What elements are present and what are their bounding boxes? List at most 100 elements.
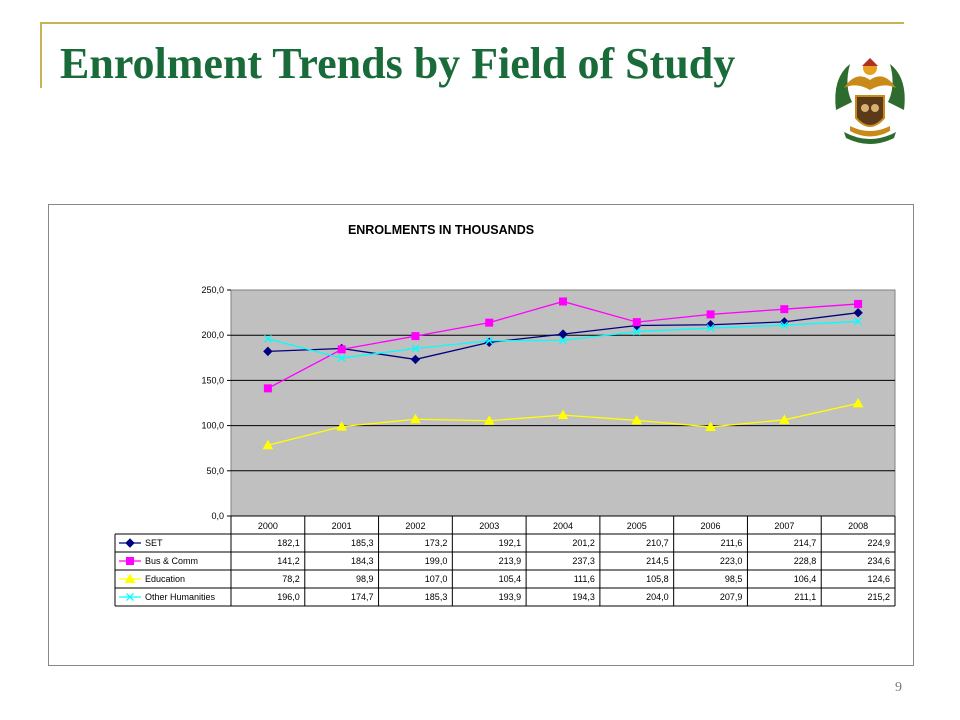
data-label: 224,9 [867, 538, 890, 548]
data-label: 213,9 [499, 556, 522, 566]
data-point [263, 346, 273, 357]
data-label: 237,3 [572, 556, 595, 566]
series-education [262, 397, 864, 450]
x-tick-label: 2001 [332, 521, 352, 531]
data-label: 141,2 [277, 556, 300, 566]
data-point [854, 317, 863, 326]
y-tick-label: 100,0 [201, 421, 224, 431]
x-tick-label: 2003 [479, 521, 499, 531]
data-point [410, 413, 421, 424]
data-label: 78,2 [282, 574, 300, 584]
data-label: 185,3 [425, 592, 448, 602]
title-border-top [40, 22, 904, 24]
data-label: 106,4 [794, 574, 817, 584]
data-label: 196,0 [277, 592, 300, 602]
data-point [483, 415, 495, 425]
data-label: 111,6 [574, 574, 595, 584]
series-lines [262, 297, 864, 450]
series-set [263, 307, 863, 365]
x-tick-label: 2005 [627, 521, 647, 531]
data-point [705, 421, 716, 431]
data-label: 184,3 [351, 556, 374, 566]
data-point [854, 299, 863, 308]
data-point [557, 409, 569, 420]
data-label: 173,2 [425, 538, 448, 548]
data-point [124, 573, 136, 583]
data-point [632, 318, 641, 327]
data-label: 182,1 [277, 538, 300, 548]
y-tick-label: 0,0 [211, 511, 224, 521]
data-label: 174,7 [351, 592, 374, 602]
data-point [411, 332, 420, 341]
data-table: 2000 2001 2002 2003 2004 2005 2006 2007 2008 SET 1… [114, 515, 896, 607]
data-point [263, 334, 272, 343]
data-point [485, 318, 494, 327]
data-label: 194,3 [572, 592, 595, 602]
data-label: 185,3 [351, 538, 374, 548]
series-bus-comm [263, 297, 863, 393]
data-point [780, 305, 789, 314]
x-tick-label: 2000 [258, 521, 278, 531]
title-border-left [40, 22, 42, 88]
data-point [337, 354, 346, 363]
data-point [852, 397, 864, 408]
legend-entry: Other Humanities [145, 592, 216, 602]
legend-key [119, 557, 141, 565]
data-point [778, 414, 790, 424]
y-axis: 0,0 50,0 100,0 150,0 200,0 250,0 [201, 285, 231, 521]
data-point [337, 345, 346, 354]
data-point [853, 307, 863, 318]
y-tick-label: 150,0 [201, 375, 224, 385]
data-point [558, 329, 568, 339]
data-point [126, 557, 134, 565]
legend-entry: Education [145, 574, 185, 584]
data-label: 234,6 [867, 556, 890, 566]
x-tick-label: 2008 [848, 521, 868, 531]
data-label: 199,0 [425, 556, 448, 566]
chart-frame: ENROLMENTS IN THOUSANDS 0,0 50,0 100,0 150,… [48, 204, 914, 666]
data-label: 211,1 [794, 592, 816, 602]
data-label: 210,7 [646, 538, 669, 548]
page-number: 9 [895, 680, 902, 695]
data-label: 201,2 [572, 538, 595, 548]
y-tick-label: 250,0 [201, 285, 224, 295]
data-point [126, 593, 134, 601]
data-point [411, 344, 420, 353]
legend-key [119, 593, 141, 601]
legend-entry: SET [145, 538, 163, 548]
data-label: 105,4 [499, 574, 522, 584]
x-tick-label: 2006 [701, 521, 721, 531]
data-point [485, 336, 494, 345]
legend-key [119, 573, 141, 583]
x-tick-label: 2002 [405, 521, 425, 531]
legend-key [119, 538, 141, 548]
data-label: 214,7 [794, 538, 817, 548]
data-point [263, 384, 272, 393]
x-tick-label: 2004 [553, 521, 573, 531]
x-tick-label: 2007 [774, 521, 794, 531]
data-point [262, 439, 274, 450]
data-label: 98,5 [725, 574, 743, 584]
data-label: 214,5 [646, 556, 669, 566]
plot-area [230, 289, 896, 517]
data-point [559, 336, 567, 345]
data-point [336, 421, 348, 431]
chart-title: ENROLMENTS IN THOUSANDS [348, 223, 534, 237]
data-label: 107,0 [425, 574, 448, 584]
data-point [125, 538, 135, 548]
data-point [559, 297, 567, 306]
legend-entry: Bus & Comm [145, 556, 198, 566]
series-other-humanities [263, 317, 863, 363]
data-label: 98,9 [356, 574, 374, 584]
data-point [632, 327, 641, 336]
y-tick-label: 50,0 [206, 466, 224, 476]
data-point [706, 324, 715, 333]
data-label: 124,6 [867, 574, 890, 584]
data-label: 215,2 [867, 592, 890, 602]
data-point [631, 414, 643, 425]
data-label: 228,8 [794, 556, 817, 566]
data-label: 193,9 [499, 592, 522, 602]
data-label: 207,9 [720, 592, 743, 602]
data-label: 192,1 [499, 538, 522, 548]
slide-title: Enrolment Trends by Field of Study [60, 39, 736, 88]
